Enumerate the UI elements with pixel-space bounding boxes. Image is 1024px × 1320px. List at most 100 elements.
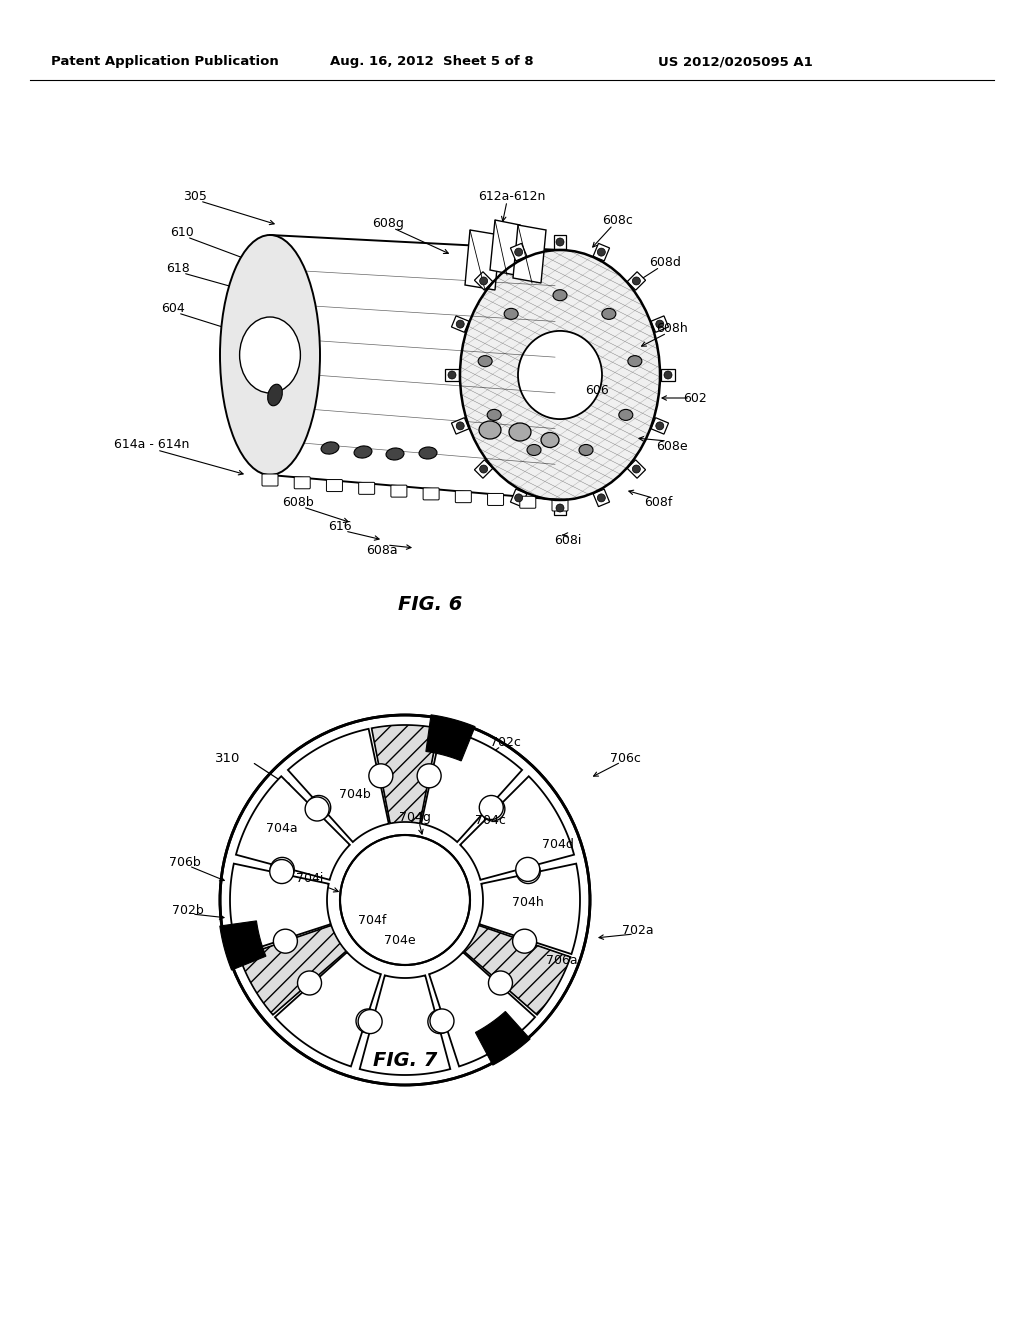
Text: 704c: 704c — [474, 813, 506, 826]
Polygon shape — [359, 975, 451, 1074]
Text: 704h: 704h — [512, 895, 544, 908]
Polygon shape — [554, 502, 566, 515]
Circle shape — [220, 715, 590, 1085]
Ellipse shape — [509, 422, 531, 441]
Polygon shape — [662, 370, 675, 381]
Ellipse shape — [322, 442, 339, 454]
Polygon shape — [490, 220, 520, 275]
Text: 608b: 608b — [283, 495, 314, 508]
Ellipse shape — [419, 447, 437, 459]
Text: 616: 616 — [328, 520, 352, 532]
Polygon shape — [220, 921, 266, 970]
Polygon shape — [479, 863, 580, 954]
Circle shape — [488, 972, 512, 995]
Circle shape — [270, 858, 294, 882]
Polygon shape — [465, 230, 500, 290]
Text: 606: 606 — [585, 384, 609, 396]
Polygon shape — [445, 370, 459, 381]
Polygon shape — [513, 224, 546, 282]
Text: 704i: 704i — [296, 871, 324, 884]
Circle shape — [655, 422, 664, 430]
Text: 614a - 614n: 614a - 614n — [115, 438, 189, 451]
Circle shape — [655, 321, 664, 329]
Polygon shape — [474, 272, 493, 290]
Circle shape — [307, 796, 331, 820]
Circle shape — [457, 321, 464, 329]
Text: 704b: 704b — [339, 788, 371, 801]
Text: 704a: 704a — [266, 821, 298, 834]
Polygon shape — [627, 272, 645, 290]
Polygon shape — [651, 417, 669, 434]
Polygon shape — [460, 776, 574, 880]
Circle shape — [633, 465, 640, 473]
Text: 305: 305 — [183, 190, 207, 202]
Circle shape — [515, 248, 522, 256]
Text: 704g: 704g — [399, 812, 431, 825]
Polygon shape — [288, 729, 389, 842]
Ellipse shape — [602, 309, 615, 319]
Ellipse shape — [460, 249, 660, 500]
Text: 608h: 608h — [656, 322, 688, 334]
Text: 608c: 608c — [602, 214, 634, 227]
Text: 702c: 702c — [489, 735, 520, 748]
Text: 608g: 608g — [372, 216, 403, 230]
Polygon shape — [510, 243, 527, 261]
Ellipse shape — [220, 235, 319, 475]
Text: 706c: 706c — [609, 751, 640, 764]
Ellipse shape — [354, 446, 372, 458]
Polygon shape — [593, 243, 609, 261]
Text: 610: 610 — [170, 226, 194, 239]
Ellipse shape — [504, 309, 518, 319]
FancyBboxPatch shape — [456, 491, 471, 503]
Circle shape — [479, 796, 503, 820]
Circle shape — [516, 858, 540, 882]
Polygon shape — [426, 715, 475, 760]
Polygon shape — [474, 459, 493, 478]
Polygon shape — [464, 925, 570, 1015]
Text: 608i: 608i — [554, 533, 582, 546]
Polygon shape — [510, 490, 527, 507]
Circle shape — [356, 1008, 380, 1034]
Circle shape — [556, 504, 564, 512]
Text: US 2012/0205095 A1: US 2012/0205095 A1 — [657, 55, 812, 69]
Circle shape — [597, 248, 605, 256]
Circle shape — [269, 859, 294, 883]
Polygon shape — [421, 729, 522, 842]
FancyBboxPatch shape — [423, 488, 439, 500]
FancyBboxPatch shape — [487, 494, 504, 506]
Ellipse shape — [541, 433, 559, 447]
Circle shape — [273, 929, 297, 953]
Text: 704d: 704d — [542, 838, 573, 851]
Ellipse shape — [527, 445, 541, 455]
Text: Aug. 16, 2012  Sheet 5 of 8: Aug. 16, 2012 Sheet 5 of 8 — [330, 55, 534, 69]
Circle shape — [428, 1010, 452, 1034]
Polygon shape — [554, 235, 566, 249]
Ellipse shape — [267, 384, 283, 405]
Ellipse shape — [618, 409, 633, 420]
FancyBboxPatch shape — [294, 477, 310, 488]
Text: 612a-612n: 612a-612n — [478, 190, 546, 202]
Circle shape — [298, 972, 322, 995]
Polygon shape — [240, 925, 346, 1015]
Circle shape — [664, 371, 672, 379]
Circle shape — [633, 277, 640, 285]
Ellipse shape — [487, 409, 501, 420]
FancyBboxPatch shape — [391, 486, 407, 498]
Circle shape — [417, 764, 441, 788]
Text: 604: 604 — [161, 301, 185, 314]
Ellipse shape — [479, 421, 501, 440]
FancyBboxPatch shape — [327, 479, 342, 491]
FancyBboxPatch shape — [520, 496, 536, 508]
Circle shape — [340, 836, 470, 965]
Ellipse shape — [478, 355, 493, 367]
Text: 608e: 608e — [656, 440, 688, 453]
Polygon shape — [230, 863, 331, 954]
Circle shape — [449, 371, 456, 379]
Circle shape — [597, 494, 605, 502]
Polygon shape — [372, 725, 438, 824]
Circle shape — [369, 764, 393, 788]
Ellipse shape — [386, 447, 404, 461]
Polygon shape — [452, 417, 469, 434]
Circle shape — [305, 797, 329, 821]
Text: FIG. 6: FIG. 6 — [397, 595, 462, 615]
